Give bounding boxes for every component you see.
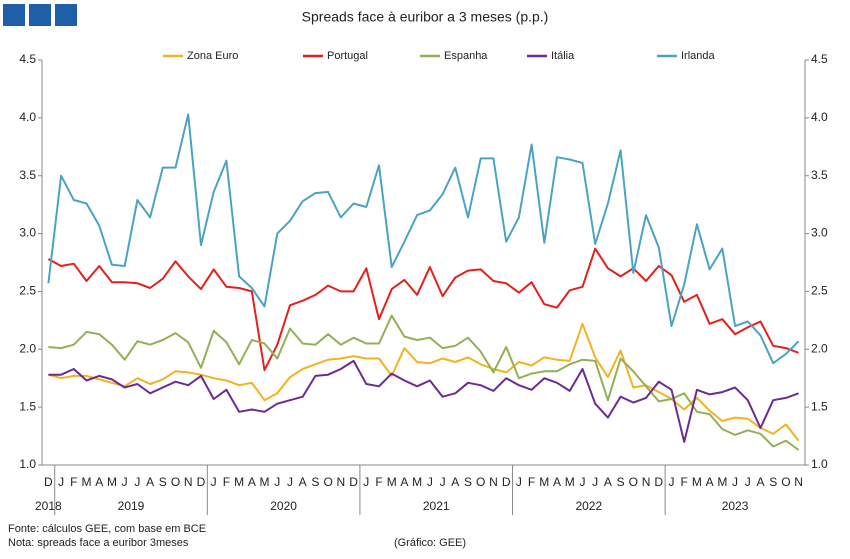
legend-label: Itália <box>551 50 575 62</box>
x-tick-label: A <box>299 475 307 489</box>
y-tick-label: 2.5 <box>19 284 36 298</box>
x-tick-label: O <box>476 475 485 489</box>
x-tick-label: M <box>234 475 244 489</box>
x-tick-label: S <box>311 475 319 489</box>
x-tick-label: J <box>668 475 674 489</box>
logo-square <box>29 4 51 26</box>
x-tick-label: N <box>642 475 651 489</box>
legend-label: Irlanda <box>681 50 716 62</box>
x-tick-label: J <box>211 475 217 489</box>
y-tick-label: 3.5 <box>19 168 36 182</box>
x-tick-label: A <box>604 475 612 489</box>
legend-label: Espanha <box>444 50 488 62</box>
series-line <box>47 113 800 365</box>
x-tick-label: A <box>146 475 154 489</box>
x-tick-label: O <box>171 475 180 489</box>
x-tick-label: A <box>553 475 561 489</box>
x-tick-label: N <box>184 475 193 489</box>
x-tick-label: A <box>451 475 459 489</box>
year-label: 2021 <box>423 499 450 513</box>
x-tick-label: F <box>70 475 77 489</box>
x-tick-label: D <box>502 475 511 489</box>
x-tick-label: O <box>323 475 332 489</box>
y-tick-label: 3.0 <box>19 226 36 240</box>
y2-tick-label: 4.5 <box>811 52 828 66</box>
x-tick-label: A <box>248 475 256 489</box>
x-tick-label: M <box>260 475 270 489</box>
x-tick-label: F <box>375 475 382 489</box>
x-tick-label: S <box>617 475 625 489</box>
x-tick-label: M <box>412 475 422 489</box>
x-tick-label: F <box>681 475 688 489</box>
x-tick-label: J <box>287 475 293 489</box>
y2-tick-label: 2.0 <box>811 341 828 355</box>
x-tick-label: D <box>197 475 206 489</box>
x-tick-label: J <box>592 475 598 489</box>
x-tick-label: J <box>363 475 369 489</box>
x-tick-label: M <box>565 475 575 489</box>
legend-label: Zona Euro <box>187 50 238 62</box>
x-tick-label: J <box>122 475 128 489</box>
y2-tick-label: 1.5 <box>811 399 828 413</box>
x-tick-label: S <box>769 475 777 489</box>
x-tick-label: A <box>95 475 103 489</box>
x-tick-label: M <box>82 475 92 489</box>
year-label: 2022 <box>575 499 602 513</box>
credit: (Gráfico: GEE) <box>394 537 466 549</box>
x-tick-label: J <box>427 475 433 489</box>
x-tick-label: J <box>516 475 522 489</box>
series-line <box>48 359 799 443</box>
y-tick-label: 4.5 <box>19 52 36 66</box>
x-tick-label: J <box>579 475 585 489</box>
x-tick-label: F <box>223 475 230 489</box>
chart-title: Spreads face à euribor a 3 meses (p.p.) <box>302 9 549 25</box>
x-tick-label: N <box>337 475 346 489</box>
year-label: 2020 <box>270 499 297 513</box>
x-tick-label: D <box>654 475 663 489</box>
year-label: 2018 <box>35 499 62 513</box>
legend-label: Portugal <box>327 50 368 62</box>
x-tick-label: J <box>134 475 140 489</box>
y-tick-label: 1.0 <box>19 457 36 471</box>
x-tick-label: S <box>464 475 472 489</box>
y2-tick-label: 1.0 <box>811 457 828 471</box>
source-note: Fonte: cálculos GEE, com base em BCE <box>8 523 206 535</box>
y2-tick-label: 2.5 <box>811 284 828 298</box>
x-tick-label: M <box>717 475 727 489</box>
x-tick-label: M <box>539 475 549 489</box>
x-tick-label: M <box>387 475 397 489</box>
y2-tick-label: 4.0 <box>811 110 828 124</box>
x-tick-label: D <box>44 475 53 489</box>
note: Nota: spreads face a euribor 3meses <box>8 537 189 549</box>
x-tick-label: A <box>400 475 408 489</box>
x-tick-label: N <box>489 475 498 489</box>
x-tick-label: N <box>794 475 803 489</box>
x-tick-label: F <box>528 475 535 489</box>
logo-square <box>3 4 25 26</box>
x-tick-label: J <box>440 475 446 489</box>
y-tick-label: 4.0 <box>19 110 36 124</box>
x-tick-label: S <box>159 475 167 489</box>
x-tick-label: A <box>706 475 714 489</box>
x-tick-label: D <box>349 475 358 489</box>
y-tick-label: 1.5 <box>19 399 36 413</box>
logo-square <box>55 4 77 26</box>
x-tick-label: M <box>107 475 117 489</box>
x-tick-label: J <box>745 475 751 489</box>
year-label: 2023 <box>722 499 749 513</box>
x-tick-label: J <box>732 475 738 489</box>
series-line <box>47 247 799 372</box>
y2-tick-label: 3.5 <box>811 168 828 182</box>
y2-tick-label: 3.0 <box>811 226 828 240</box>
x-tick-label: A <box>756 475 764 489</box>
x-tick-label: J <box>274 475 280 489</box>
x-tick-label: O <box>781 475 790 489</box>
x-tick-label: J <box>58 475 64 489</box>
y-tick-label: 2.0 <box>19 341 36 355</box>
year-label: 2019 <box>118 499 145 513</box>
x-tick-label: M <box>692 475 702 489</box>
x-tick-label: O <box>629 475 638 489</box>
